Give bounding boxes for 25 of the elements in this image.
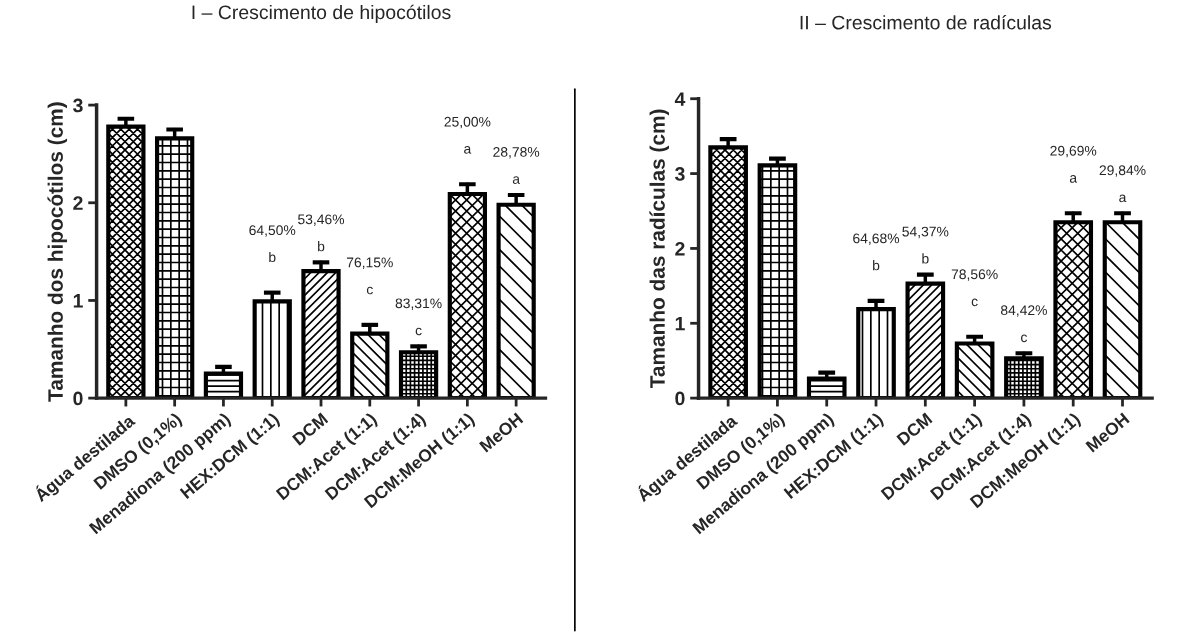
chart-title: I – Crescimento de hipocótilos xyxy=(192,4,451,24)
y-tick-label: 1 xyxy=(73,294,83,308)
text: 29,84% a xyxy=(1099,165,1146,203)
y-axis-title: Tamanho dos hipocótilos (cm) xyxy=(47,102,68,402)
y-tick-label: 0 xyxy=(73,391,83,406)
text: 25,00% a xyxy=(444,116,491,154)
text: 84,42% c xyxy=(1000,305,1047,343)
y-tick-label: 1 xyxy=(675,316,685,331)
annotation: 64,68% b xyxy=(853,233,900,271)
y-tick-label: 3 xyxy=(674,167,685,181)
text: 78,56% c xyxy=(951,269,998,307)
annotation: 64,50% b xyxy=(249,225,296,263)
text: 28,78% a xyxy=(493,147,540,184)
y-tick-label: 2 xyxy=(73,196,83,210)
text: 83,31% c xyxy=(395,298,442,336)
y-tick-label: 3 xyxy=(73,98,83,113)
y-tick-label: 2 xyxy=(675,241,685,256)
text: 29,69% a xyxy=(1050,145,1097,183)
y-axis-title: Tamanho das radículas (cm) xyxy=(649,109,669,389)
annotation: 54,37% b xyxy=(902,226,949,264)
y-tick-label: 0 xyxy=(675,391,685,406)
y-tick-label: 4 xyxy=(674,92,686,106)
annotation: 53,46% b xyxy=(298,214,345,252)
text: 76,15% c xyxy=(346,257,393,295)
chart-title: II – Crescimento de radículas xyxy=(800,14,1052,30)
